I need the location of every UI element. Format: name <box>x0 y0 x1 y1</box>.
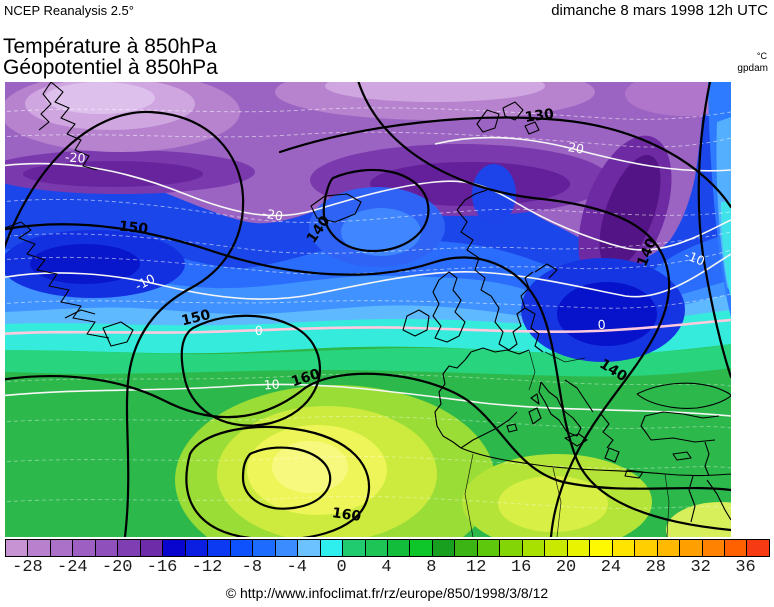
contour-label: -20 <box>261 205 284 223</box>
colorbar-cell <box>432 540 456 556</box>
colorbar-cell <box>680 540 703 556</box>
colorbar-cell <box>118 540 141 556</box>
colorbar-cell <box>320 540 344 556</box>
colorbar-tick-label: 4 <box>381 558 392 577</box>
colorbar-tick-label: 24 <box>600 558 622 577</box>
colorbar-tick-label: 32 <box>690 558 711 577</box>
datetime-label: dimanche 8 mars 1998 12h UTC <box>551 2 768 19</box>
colorbar-tick-label: -12 <box>191 558 223 577</box>
colorbar-tick-label: -4 <box>286 558 307 577</box>
colorbar-cell <box>455 540 478 556</box>
colorbar-cell <box>725 540 748 556</box>
weather-map: 130 140 140 140 150 150 160 160 -20 -20 -20 -10 -10 0… <box>5 82 731 537</box>
colorbar-ticks: -28 -24 -20 -16 -12 -8 -4 0 4 8 12 16 20 24 28 32 36 <box>0 558 774 580</box>
colorbar-cell <box>635 540 658 556</box>
temperature-unit-label: °C <box>756 51 767 61</box>
colorbar-cell <box>253 540 276 556</box>
colorbar-cell <box>50 540 74 556</box>
colorbar-cell <box>590 540 613 556</box>
contour-label: -20 <box>562 138 585 156</box>
colorbar-tick-label: 0 <box>336 558 347 577</box>
colorbar-cell <box>140 540 164 556</box>
colorbar-tick-label: 36 <box>735 558 756 577</box>
colorbar-cell <box>567 540 591 556</box>
contour-label: -20 <box>65 149 86 165</box>
colorbar-tick-label: 8 <box>426 558 437 577</box>
colorbar-tick-label: -28 <box>12 558 43 577</box>
colorbar-cell <box>387 540 411 556</box>
colorbar-cell <box>208 540 231 556</box>
colorbar-tick-label: -16 <box>146 558 178 577</box>
contour-label: 0 <box>255 323 264 338</box>
colorbar-cell <box>477 540 501 556</box>
colorbar-cell <box>6 540 29 556</box>
contour-label: 150 <box>180 307 212 330</box>
contour-label: 0 <box>597 317 606 333</box>
colorbar-cell <box>410 540 433 556</box>
colorbar-cell <box>28 540 51 556</box>
colorbar-tick-label: 28 <box>645 558 666 577</box>
colorbar-cell <box>657 540 681 556</box>
map-title-geopotential: Géopotentiel à 850hPa <box>3 56 218 79</box>
colorbar-tick-label: 20 <box>555 558 577 577</box>
map-title-temperature: Température à 850hPa <box>3 35 217 58</box>
colorbar-cell <box>73 540 96 556</box>
colorbar <box>5 539 770 557</box>
colorbar-tick-label: 12 <box>466 558 487 577</box>
colorbar-cell <box>747 540 769 556</box>
contour-label: -10 <box>682 247 707 269</box>
colorbar-cell <box>702 540 725 556</box>
colorbar-cell <box>365 540 388 556</box>
colorbar-tick-label: 16 <box>510 558 532 577</box>
colorbar-cell <box>612 540 636 556</box>
colorbar-cell <box>343 540 366 556</box>
colorbar-cell <box>230 540 254 556</box>
contour-label: 160 <box>331 505 362 525</box>
colorbar-cell <box>522 540 546 556</box>
colorbar-tick-label: -8 <box>241 558 263 577</box>
geopotential-unit-label: gpdam <box>737 63 768 74</box>
contour-label: 10 <box>263 376 280 392</box>
contour-label: 130 <box>524 106 555 126</box>
colorbar-cell <box>163 540 186 556</box>
weather-map-svg: 130140140140150150160160-20-20-20-10-100… <box>5 82 731 537</box>
colorbar-cell <box>275 540 299 556</box>
colorbar-cell <box>545 540 568 556</box>
colorbar-tick-label: -20 <box>101 558 133 577</box>
colorbar-tick-label: -24 <box>57 558 88 577</box>
colorbar-cell <box>298 540 321 556</box>
colorbar-cell <box>500 540 523 556</box>
source-label: NCEP Reanalysis 2.5° <box>4 3 134 18</box>
colorbar-cell <box>95 540 119 556</box>
contour-label: 150 <box>118 219 149 238</box>
colorbar-cell <box>185 540 209 556</box>
copyright-text: © http://www.infoclimat.fr/rz/europe/850… <box>225 585 549 601</box>
